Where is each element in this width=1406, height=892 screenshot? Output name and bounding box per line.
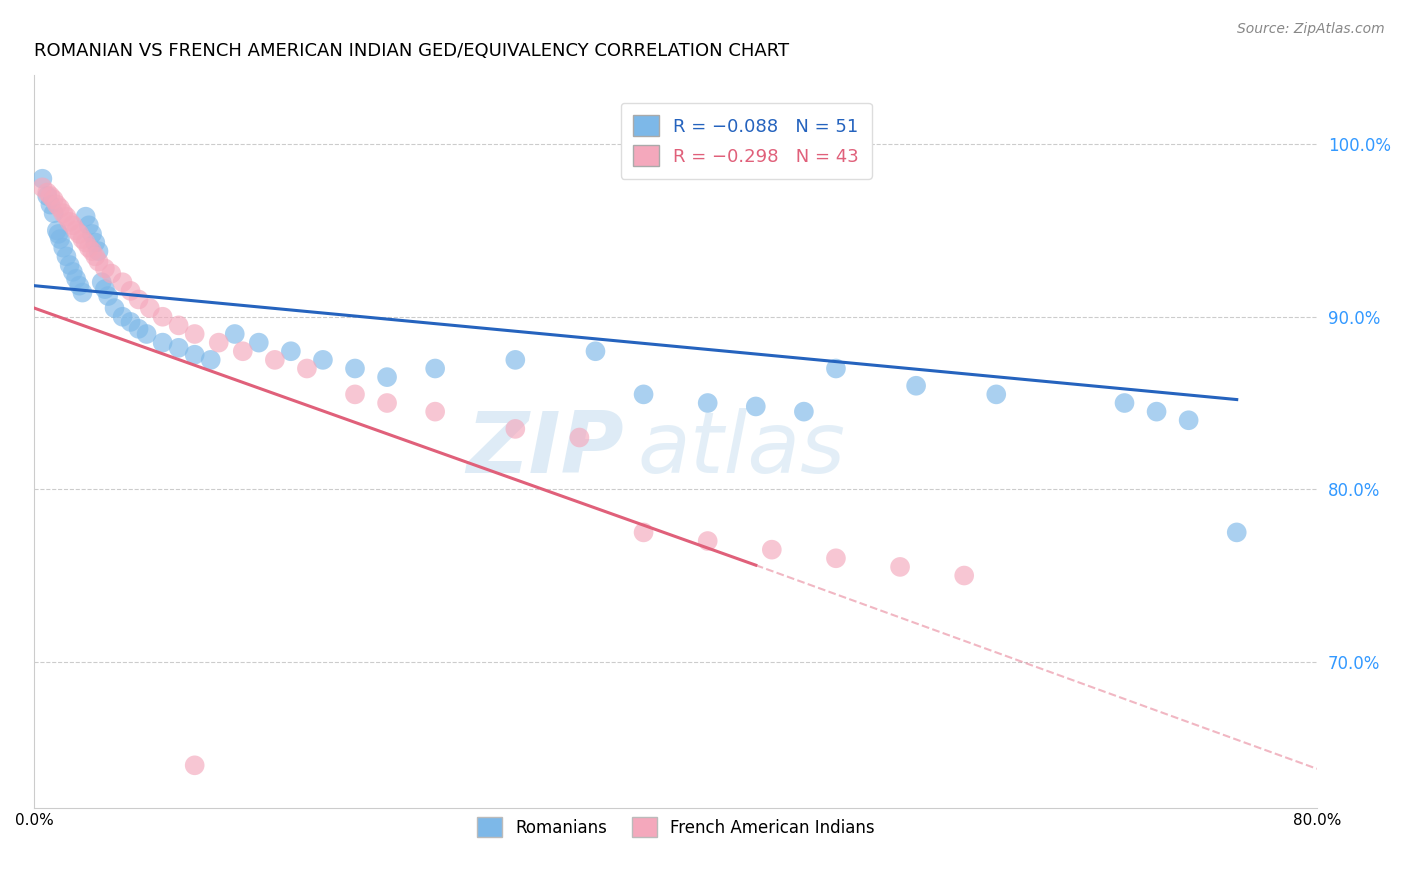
Point: [633, 525, 655, 540]
Point: [59, 215, 82, 229]
Point: [343, 387, 366, 401]
Point: [67, 278, 90, 293]
Point: [135, 326, 157, 341]
Point: [65, 272, 87, 286]
Point: [152, 310, 174, 324]
Point: [65, 223, 87, 237]
Point: [375, 396, 398, 410]
Point: [62, 265, 84, 279]
Point: [200, 352, 222, 367]
Point: [183, 348, 205, 362]
Point: [77, 219, 100, 233]
Point: [94, 282, 117, 296]
Point: [42, 206, 65, 220]
Point: [52, 241, 75, 255]
Point: [793, 404, 815, 418]
Point: [80, 227, 103, 241]
Point: [1114, 396, 1136, 410]
Point: [62, 219, 84, 233]
Text: ROMANIAN VS FRENCH AMERICAN INDIAN GED/EQUIVALENCY CORRELATION CHART: ROMANIAN VS FRENCH AMERICAN INDIAN GED/E…: [34, 42, 790, 60]
Point: [111, 275, 134, 289]
Point: [39, 197, 62, 211]
Point: [761, 542, 783, 557]
Point: [139, 301, 162, 315]
Point: [247, 335, 270, 350]
Text: Source: ZipAtlas.com: Source: ZipAtlas.com: [1237, 22, 1385, 37]
Point: [1146, 404, 1168, 418]
Point: [80, 244, 103, 259]
Point: [52, 206, 75, 220]
Point: [111, 310, 134, 324]
Point: [1177, 413, 1199, 427]
Point: [585, 344, 607, 359]
Point: [49, 201, 72, 215]
Point: [167, 318, 190, 333]
Point: [568, 430, 591, 444]
Point: [425, 404, 447, 418]
Point: [696, 396, 718, 410]
Point: [87, 254, 110, 268]
Point: [75, 210, 97, 224]
Text: ZIP: ZIP: [467, 408, 624, 491]
Point: [84, 235, 107, 250]
Point: [183, 326, 205, 341]
Point: [100, 267, 122, 281]
Point: [37, 189, 59, 203]
Point: [84, 249, 107, 263]
Point: [1226, 525, 1249, 540]
Point: [167, 341, 190, 355]
Point: [94, 261, 117, 276]
Point: [825, 551, 848, 566]
Point: [280, 344, 302, 359]
Point: [696, 534, 718, 549]
Point: [128, 293, 150, 307]
Point: [90, 275, 112, 289]
Point: [45, 197, 67, 211]
Point: [263, 352, 285, 367]
Point: [953, 568, 976, 582]
Point: [889, 560, 911, 574]
Point: [59, 258, 82, 272]
Point: [97, 289, 120, 303]
Point: [633, 387, 655, 401]
Point: [75, 235, 97, 250]
Point: [375, 370, 398, 384]
Point: [37, 186, 59, 200]
Point: [152, 335, 174, 350]
Point: [295, 361, 318, 376]
Legend: Romanians, French American Indians: Romanians, French American Indians: [470, 811, 882, 844]
Text: atlas: atlas: [637, 408, 845, 491]
Point: [103, 301, 125, 315]
Point: [343, 361, 366, 376]
Point: [905, 378, 928, 392]
Point: [87, 244, 110, 259]
Point: [42, 193, 65, 207]
Point: [77, 241, 100, 255]
Point: [55, 210, 77, 224]
Point: [39, 189, 62, 203]
Point: [232, 344, 254, 359]
Point: [55, 249, 77, 263]
Point: [825, 361, 848, 376]
Point: [48, 227, 70, 241]
Point: [72, 232, 94, 246]
Point: [31, 180, 53, 194]
Point: [120, 315, 142, 329]
Point: [745, 400, 768, 414]
Point: [72, 285, 94, 300]
Point: [183, 758, 205, 772]
Point: [224, 326, 246, 341]
Point: [505, 352, 527, 367]
Point: [425, 361, 447, 376]
Point: [505, 422, 527, 436]
Point: [986, 387, 1008, 401]
Point: [128, 322, 150, 336]
Point: [208, 335, 231, 350]
Point: [49, 232, 72, 246]
Point: [31, 171, 53, 186]
Point: [67, 227, 90, 241]
Point: [312, 352, 335, 367]
Point: [120, 284, 142, 298]
Point: [45, 223, 67, 237]
